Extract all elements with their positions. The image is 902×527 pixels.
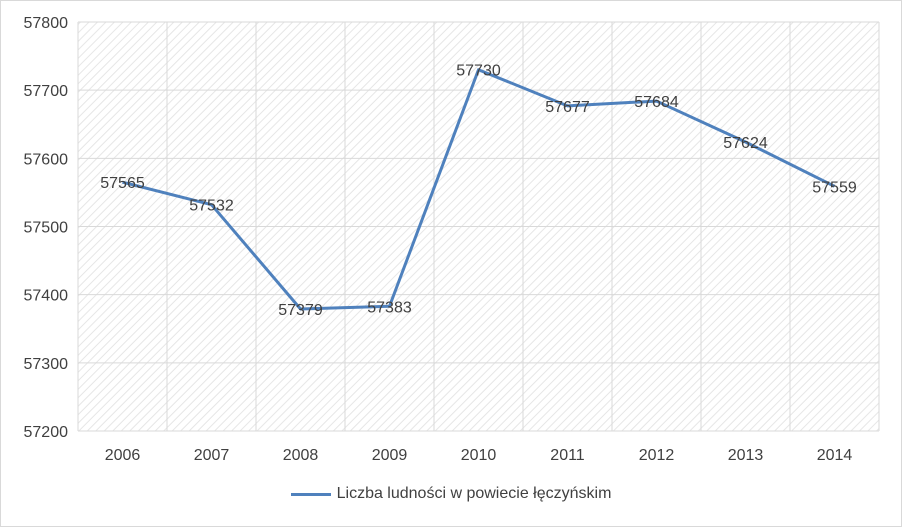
x-tick-label: 2010 — [461, 447, 497, 464]
data-label: 57684 — [634, 94, 679, 111]
data-label: 57624 — [723, 135, 768, 152]
y-tick-label: 57500 — [24, 220, 69, 237]
x-tick-label: 2006 — [105, 447, 141, 464]
series-group — [122, 68, 836, 311]
y-tick-label: 57800 — [24, 15, 69, 32]
y-tick-label: 57700 — [24, 83, 69, 100]
x-tick-label: 2007 — [194, 447, 230, 464]
x-tick-label: 2008 — [283, 447, 319, 464]
y-tick-label: 57600 — [24, 151, 69, 168]
data-label: 57677 — [545, 99, 590, 116]
x-tick-label: 2014 — [817, 447, 853, 464]
legend-label: Liczba ludności w powiecie łęczyńskim — [336, 485, 612, 502]
legend-swatch — [290, 492, 331, 496]
x-tick-label: 2009 — [372, 447, 408, 464]
x-tick-label: 2011 — [550, 447, 585, 464]
data-label: 57559 — [812, 179, 857, 196]
series-line — [122, 68, 836, 311]
data-label: 57379 — [278, 302, 323, 319]
x-tick-label: 2012 — [639, 447, 675, 464]
x-axis: 2006 2007 2008 2009 2010 2011 2012 2013 2014 — [105, 447, 853, 464]
gridlines — [77, 21, 880, 432]
y-tick-label: 57200 — [24, 424, 69, 441]
y-axis: 57200 57300 57400 57500 57600 57700 57800 — [24, 15, 69, 441]
y-tick-label: 57400 — [24, 288, 69, 305]
data-label: 57565 — [100, 175, 145, 192]
data-label: 57532 — [189, 198, 234, 215]
data-label: 57383 — [367, 299, 412, 316]
data-labels: 57565 57532 57379 57383 57730 57677 57684 57624… — [100, 63, 857, 319]
legend: Liczba ludności w powiecie łęczyńskim — [0, 482, 902, 506]
x-tick-label: 2013 — [728, 447, 764, 464]
y-tick-label: 57300 — [24, 356, 69, 373]
data-label: 57730 — [456, 63, 501, 80]
